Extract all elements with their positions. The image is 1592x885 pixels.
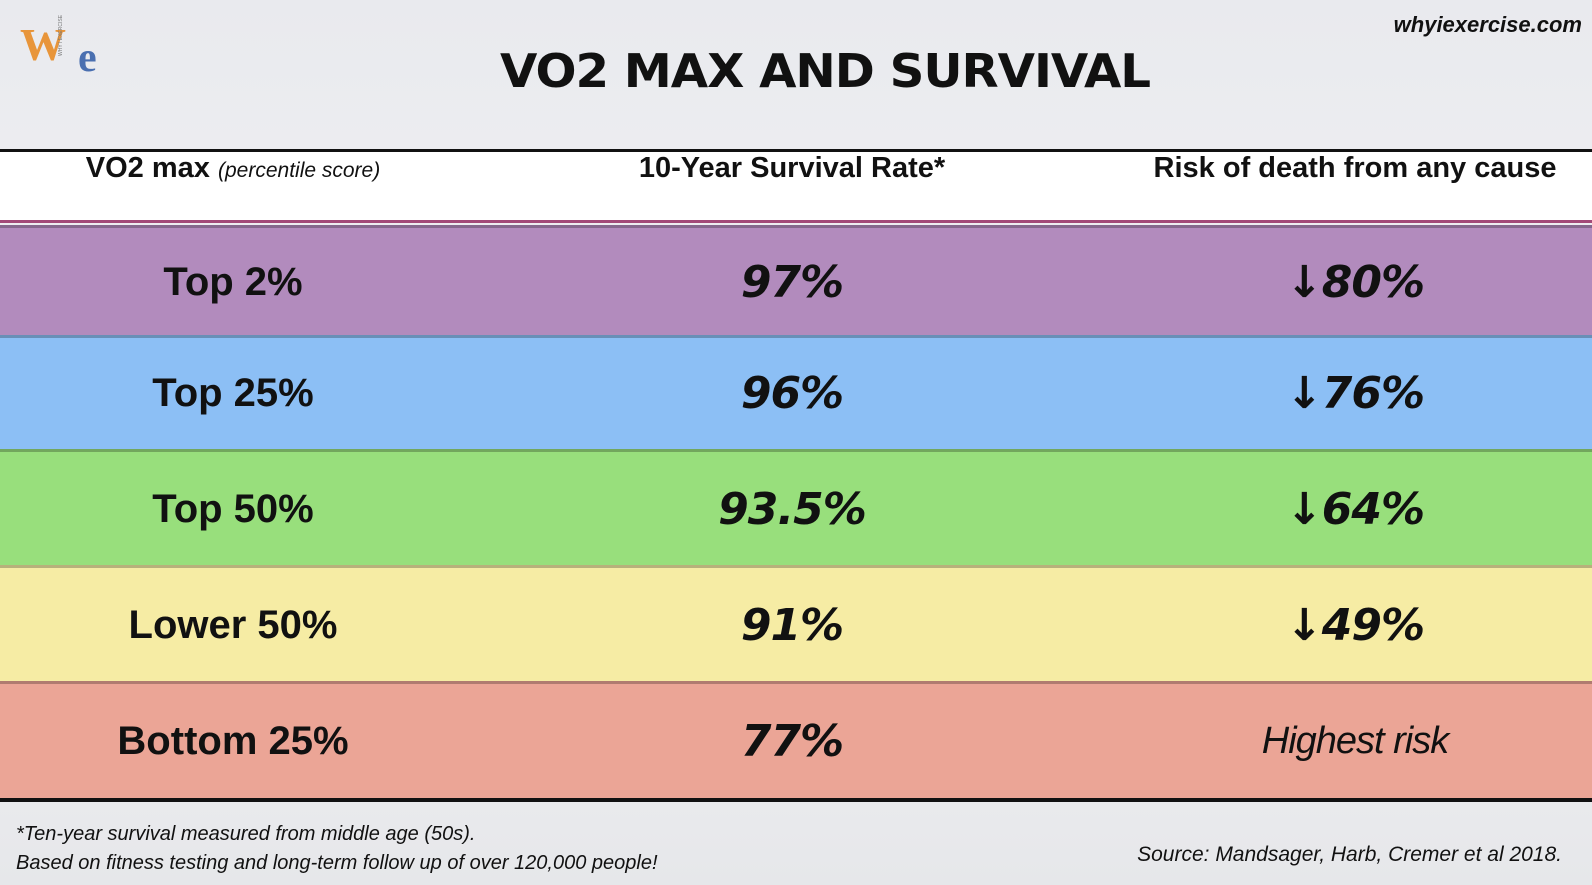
table-row: Top 2% 97% ↓80%: [0, 225, 1592, 336]
table-cell: ↓49%: [1285, 599, 1425, 651]
source: Source: Mandsager, Harb, Cremer et al 20…: [1137, 843, 1562, 866]
table-cell: ↓80%: [1285, 256, 1425, 308]
rule: [0, 149, 1592, 152]
footnote: Based on fitness testing and long-term f…: [16, 852, 658, 874]
table-cell: Lower 50%: [128, 602, 338, 647]
table-row: Top 25% 96% ↓76%: [0, 335, 1592, 449]
footnote: *Ten-year survival measured from middle …: [16, 823, 476, 845]
table-row: Bottom 25% 77% Highest risk: [0, 681, 1592, 798]
site-name: whyiexercise.com: [1393, 12, 1582, 37]
table-cell: ↓64%: [1285, 483, 1425, 535]
title: VO2 MAX AND SURVIVAL: [499, 44, 1151, 98]
logo-letter: W: [20, 19, 66, 70]
table-row: Lower 50% 91% ↓49%: [0, 565, 1592, 682]
table-cell: Top 25%: [152, 371, 314, 415]
table-cell: Bottom 25%: [117, 718, 349, 763]
table-row: Top 50% 93.5% ↓64%: [0, 449, 1592, 566]
table-cell: 96%: [740, 368, 844, 419]
column-label: 10-Year Survival Rate*: [638, 152, 946, 184]
rule: [0, 797, 1592, 802]
table-cell: 91%: [740, 599, 844, 651]
table-header: VO2 max (percentile score) 10-Year Surviv…: [0, 152, 1592, 223]
table-cell: Highest risk: [1261, 719, 1450, 762]
column-label: VO2 max: [85, 152, 210, 184]
column-header: VO2 max (percentile score): [0, 152, 503, 220]
table-cell: 77%: [740, 715, 844, 767]
table-cell: 97%: [740, 256, 844, 308]
logo-letter: e: [78, 35, 97, 81]
column-header: 10-Year Survival Rate*: [522, 152, 1062, 220]
column-header: Risk of death from any cause: [1085, 152, 1592, 220]
column-note: (percentile score): [217, 159, 381, 182]
table-cell: ↓76%: [1285, 368, 1425, 419]
table-cell: Top 2%: [163, 259, 303, 304]
table-cell: 93.5%: [718, 483, 867, 535]
table-cell: Top 50%: [152, 486, 314, 531]
column-label: Risk of death from any cause: [1153, 152, 1557, 184]
